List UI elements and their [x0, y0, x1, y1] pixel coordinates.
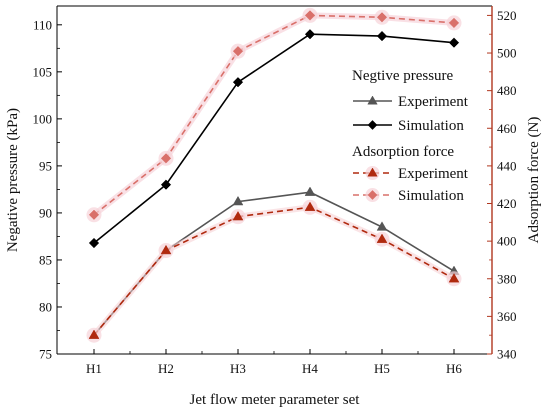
legend-entry: Simulation	[353, 188, 464, 204]
right-tick-label: 340	[497, 347, 517, 362]
x-axis-title: Jet flow meter parameter set	[190, 392, 361, 408]
data-point	[88, 209, 100, 220]
left-tick-label: 100	[33, 111, 53, 126]
data-point	[376, 12, 388, 23]
x-tick-label: H1	[86, 361, 102, 376]
legend-entry: Experiment	[353, 94, 469, 110]
right-tick-label: 520	[497, 8, 517, 23]
data-point	[304, 186, 316, 196]
right-tick-label: 480	[497, 83, 517, 98]
data-point	[160, 244, 172, 255]
data-point	[232, 77, 244, 88]
legend-label: Experiment	[398, 94, 469, 110]
data-point	[448, 273, 460, 283]
right-tick-label: 400	[497, 234, 517, 249]
data-point	[160, 153, 172, 164]
legend-marker	[367, 167, 378, 177]
data-point	[304, 10, 316, 21]
left-tick-label: 90	[39, 205, 52, 220]
plot-frame	[56, 5, 493, 355]
series-glow	[92, 12, 455, 218]
data-point	[448, 37, 460, 48]
legend-label: Simulation	[398, 118, 464, 134]
series-line	[93, 206, 455, 336]
left-tick-label: 75	[39, 347, 52, 362]
x-tick-label: H4	[302, 361, 318, 376]
legend-label: Simulation	[398, 188, 464, 204]
right-tick-label: 420	[497, 196, 517, 211]
data-point	[88, 329, 100, 339]
legend-entry: Simulation	[353, 118, 464, 134]
left-tick-label: 110	[33, 17, 52, 32]
left-axis-title: Negative pressure (kPa)	[5, 108, 21, 252]
right-tick-label: 500	[497, 46, 517, 61]
left-tick-label: 80	[39, 299, 52, 314]
series-pressure-simulation	[88, 29, 460, 249]
legend-group-title: Adsorption force	[352, 144, 454, 160]
x-tick-label: H3	[230, 361, 246, 376]
left-tick-label: 85	[39, 252, 52, 267]
series-line	[93, 14, 455, 216]
left-tick-label: 105	[33, 64, 53, 79]
left-tick-label: 95	[39, 158, 52, 173]
series-layer	[86, 7, 462, 343]
x-axis-ticks: H1 H2 H3 H4 H5 H6	[86, 349, 462, 376]
series-force-simulation	[86, 7, 462, 223]
legend-label: Experiment	[398, 166, 469, 182]
data-point	[376, 221, 388, 231]
x-tick-label: H5	[374, 361, 390, 376]
legend: Negtive pressure Experiment Simulation Adso…	[352, 68, 469, 204]
x-tick-label: H2	[158, 361, 174, 376]
legend-marker	[367, 95, 378, 105]
data-point	[304, 201, 316, 211]
data-point	[232, 195, 244, 206]
right-axis-ticks: 340 360 380 400 420 440 460 480 500 520	[487, 8, 517, 362]
left-axis-ticks: 75 80 85 90 95 100 105 110	[33, 17, 62, 362]
legend-marker	[367, 120, 378, 130]
right-tick-label: 460	[497, 121, 517, 136]
right-tick-label: 380	[497, 271, 517, 286]
data-point	[160, 179, 172, 190]
legend-group-title: Negtive pressure	[352, 68, 454, 84]
data-point	[376, 30, 388, 42]
right-tick-label: 440	[497, 158, 517, 173]
data-point	[304, 29, 316, 40]
right-tick-label: 360	[497, 309, 517, 324]
x-tick-label: H6	[446, 361, 462, 376]
series-line	[93, 33, 455, 244]
data-point	[376, 233, 388, 243]
data-point	[232, 45, 244, 57]
data-point	[232, 210, 244, 221]
legend-entry: Experiment	[353, 166, 469, 182]
right-axis-title: Adsorption force (N)	[526, 117, 542, 244]
legend-marker	[367, 190, 378, 200]
data-point	[448, 17, 460, 29]
series-force-experiment	[86, 199, 462, 343]
data-point	[88, 237, 100, 249]
